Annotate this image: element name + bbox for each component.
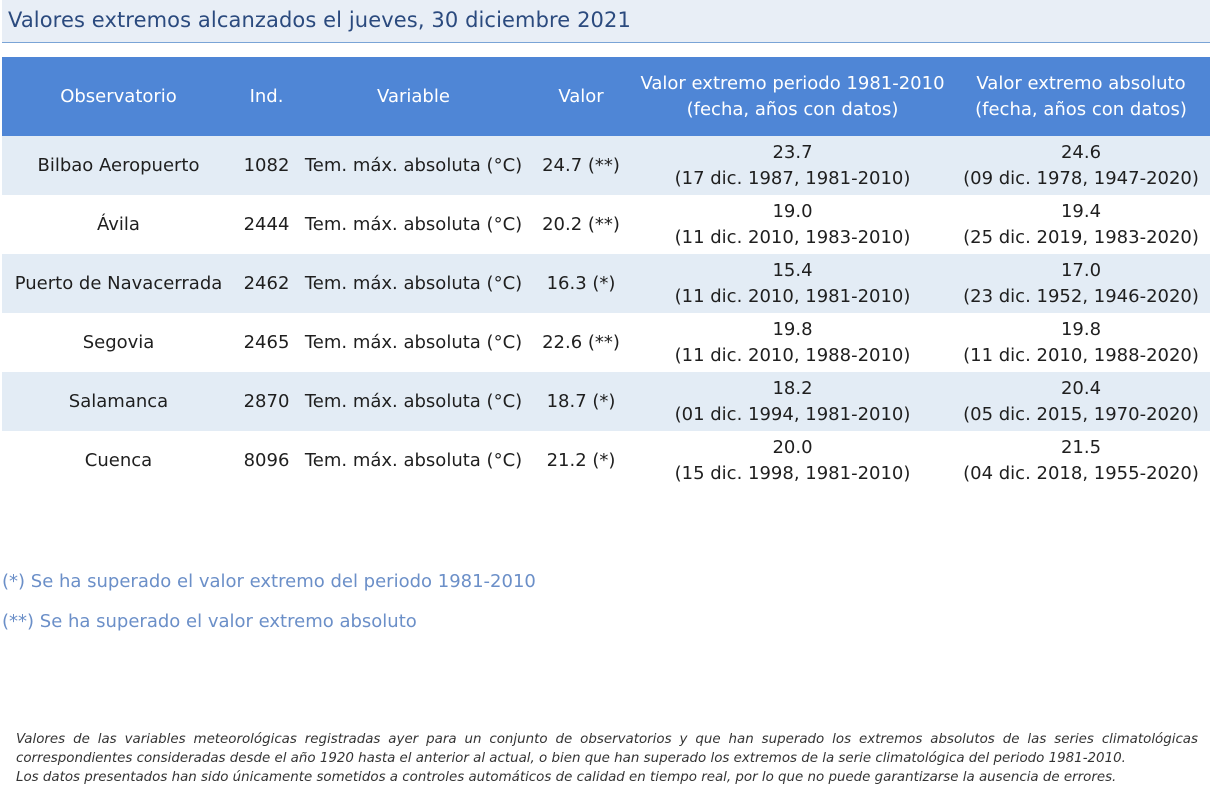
absoluto-valor: 24.6	[1060, 141, 1102, 163]
cell-observatorio: Salamanca	[2, 372, 235, 431]
cell-periodo: 18.2 (01 dic. 1994, 1981-2010)	[633, 372, 952, 431]
cell-ind: 2870	[235, 372, 298, 431]
header-periodo-subtitle: (fecha, años con datos)	[686, 98, 899, 120]
header-variable: Variable	[298, 57, 529, 136]
absoluto-fecha: (11 dic. 2010, 1988-2020)	[963, 344, 1199, 366]
cell-ind: 2444	[243, 213, 290, 235]
header-absoluto-title: Valor extremo absoluto	[976, 72, 1186, 94]
cell-absoluto: 19.8 (11 dic. 2010, 1988-2020)	[952, 313, 1210, 372]
absoluto-fecha: (23 dic. 1952, 1946-2020)	[963, 285, 1199, 307]
title-bar: Valores extremos alcanzados el jueves, 3…	[2, 0, 1210, 43]
extremes-table: Observatorio Ind. Variable Valor Valor e…	[2, 57, 1210, 490]
header-absoluto-subtitle: (fecha, años con datos)	[975, 98, 1187, 120]
cell-absoluto: 24.6 (09 dic. 1978, 1947-2020)	[952, 136, 1210, 195]
absoluto-valor: 19.4	[1060, 200, 1102, 222]
cell-variable: Tem. máx. absoluta (°C)	[304, 213, 523, 235]
periodo-valor: 23.7	[772, 141, 813, 163]
periodo-valor: 20.0	[772, 436, 813, 458]
cell-valor: 24.7 (**)	[529, 136, 633, 195]
cell-ind: 2465	[243, 331, 290, 353]
table-row: Cuenca 8096 Tem. máx. absoluta (°C) 21.2…	[2, 431, 1210, 490]
header-periodo: Valor extremo periodo 1981-2010 (fecha, …	[633, 57, 952, 136]
periodo-fecha: (01 dic. 1994, 1981-2010)	[674, 403, 911, 425]
cell-periodo: 19.8 (11 dic. 2010, 1988-2010)	[633, 313, 952, 372]
note-single-asterisk: (*) Se ha superado el valor extremo del …	[2, 571, 536, 592]
table-header-row: Observatorio Ind. Variable Valor Valor e…	[2, 57, 1210, 136]
absoluto-valor: 19.8	[1060, 318, 1102, 340]
periodo-valor: 18.2	[772, 377, 813, 399]
periodo-fecha: (15 dic. 1998, 1981-2010)	[674, 462, 911, 484]
cell-absoluto: 20.4 (05 dic. 2015, 1970-2020)	[952, 372, 1210, 431]
footer-disclaimer: Valores de las variables meteorológicas …	[16, 730, 1198, 787]
cell-absoluto: 17.0 (23 dic. 1952, 1946-2020)	[952, 254, 1210, 313]
periodo-fecha: (11 dic. 2010, 1983-2010)	[674, 226, 911, 248]
cell-variable: Tem. máx. absoluta (°C)	[298, 136, 529, 195]
cell-valor: 18.7 (*)	[529, 372, 633, 431]
periodo-fecha: (11 dic. 2010, 1981-2010)	[674, 285, 911, 307]
table-row: Bilbao Aeropuerto 1082 Tem. máx. absolut…	[2, 136, 1210, 195]
absoluto-fecha: (04 dic. 2018, 1955-2020)	[963, 462, 1199, 484]
periodo-fecha: (17 dic. 1987, 1981-2010)	[674, 167, 911, 189]
header-ind: Ind.	[235, 57, 298, 136]
cell-valor: 22.6 (**)	[542, 331, 620, 353]
footer-paragraph-quality: Los datos presentados han sido únicament…	[16, 770, 1117, 785]
cell-variable: Tem. máx. absoluta (°C)	[298, 254, 529, 313]
cell-ind: 8096	[243, 449, 290, 471]
cell-observatorio: Segovia	[82, 331, 155, 353]
header-observatorio: Observatorio	[2, 57, 235, 136]
cell-observatorio: Cuenca	[84, 449, 153, 471]
footer-paragraph-description: Valores de las variables meteorológicas …	[16, 732, 1198, 766]
cell-absoluto: 21.5 (04 dic. 2018, 1955-2020)	[952, 431, 1210, 490]
periodo-valor: 15.4	[772, 259, 813, 281]
cell-variable: Tem. máx. absoluta (°C)	[304, 449, 523, 471]
cell-observatorio: Bilbao Aeropuerto	[2, 136, 235, 195]
absoluto-valor: 17.0	[1060, 259, 1102, 281]
cell-periodo: 19.0 (11 dic. 2010, 1983-2010)	[633, 195, 952, 254]
absoluto-fecha: (25 dic. 2019, 1983-2020)	[963, 226, 1199, 248]
periodo-fecha: (11 dic. 2010, 1988-2010)	[674, 344, 911, 366]
cell-variable: Tem. máx. absoluta (°C)	[304, 331, 523, 353]
table-row: Puerto de Navacerrada 2462 Tem. máx. abs…	[2, 254, 1210, 313]
cell-valor: 21.2 (*)	[546, 449, 616, 471]
cell-observatorio: Ávila	[97, 213, 140, 235]
table-row: Segovia 2465 Tem. máx. absoluta (°C) 22.…	[2, 313, 1210, 372]
absoluto-valor: 20.4	[1060, 377, 1102, 399]
note-double-asterisk: (**) Se ha superado el valor extremo abs…	[2, 611, 417, 632]
table-row: Salamanca 2870 Tem. máx. absoluta (°C) 1…	[2, 372, 1210, 431]
header-valor: Valor	[529, 57, 633, 136]
header-absoluto: Valor extremo absoluto (fecha, años con …	[952, 57, 1210, 136]
absoluto-fecha: (05 dic. 2015, 1970-2020)	[963, 403, 1199, 425]
cell-ind: 1082	[235, 136, 298, 195]
header-periodo-title: Valor extremo periodo 1981-2010	[640, 72, 945, 94]
table-row: Ávila 2444 Tem. máx. absoluta (°C) 20.2 …	[2, 195, 1210, 254]
cell-absoluto: 19.4 (25 dic. 2019, 1983-2020)	[952, 195, 1210, 254]
cell-periodo: 15.4 (11 dic. 2010, 1981-2010)	[633, 254, 952, 313]
cell-periodo: 20.0 (15 dic. 1998, 1981-2010)	[633, 431, 952, 490]
page-title: Valores extremos alcanzados el jueves, 3…	[8, 8, 631, 32]
absoluto-fecha: (09 dic. 1978, 1947-2020)	[963, 167, 1199, 189]
cell-valor: 20.2 (**)	[542, 213, 620, 235]
absoluto-valor: 21.5	[1060, 436, 1102, 458]
cell-ind: 2462	[235, 254, 298, 313]
periodo-valor: 19.0	[772, 200, 813, 222]
cell-valor: 16.3 (*)	[529, 254, 633, 313]
periodo-valor: 19.8	[772, 318, 813, 340]
cell-periodo: 23.7 (17 dic. 1987, 1981-2010)	[633, 136, 952, 195]
cell-observatorio: Puerto de Navacerrada	[2, 254, 235, 313]
cell-variable: Tem. máx. absoluta (°C)	[298, 372, 529, 431]
